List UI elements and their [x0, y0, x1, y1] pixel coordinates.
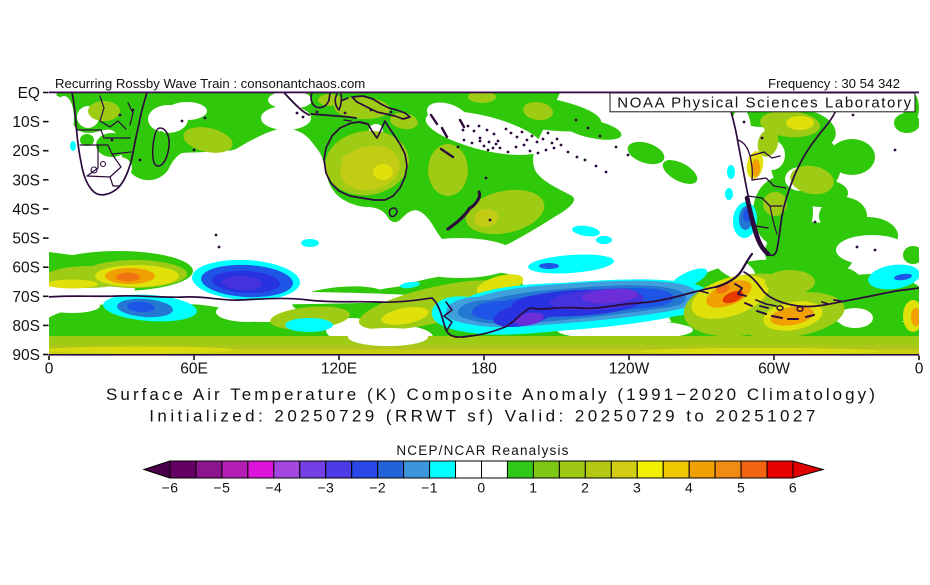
svg-text:20S: 20S [12, 143, 40, 160]
svg-text:Recurring Rossby Wave Train :: Recurring Rossby Wave Train : consonantc… [55, 76, 365, 91]
svg-text:30S: 30S [12, 172, 40, 189]
svg-text:NCEP/NCAR Reanalysis: NCEP/NCAR Reanalysis [396, 443, 569, 458]
svg-text:2: 2 [581, 480, 589, 496]
svg-text:−6: −6 [162, 480, 179, 496]
svg-text:10S: 10S [12, 114, 40, 131]
svg-text:50S: 50S [12, 231, 40, 248]
svg-text:5: 5 [737, 480, 745, 496]
svg-text:60E: 60E [180, 361, 208, 378]
svg-text:80S: 80S [12, 318, 40, 335]
svg-text:60W: 60W [758, 361, 790, 378]
svg-text:EQ: EQ [18, 85, 40, 102]
svg-text:180: 180 [471, 361, 497, 378]
svg-text:40S: 40S [12, 201, 40, 218]
svg-text:120E: 120E [321, 361, 357, 378]
svg-text:NOAA Physical Sciences Laborat: NOAA Physical Sciences Laboratory [617, 95, 912, 112]
svg-text:0: 0 [915, 361, 924, 378]
svg-text:6: 6 [789, 480, 797, 496]
svg-text:0: 0 [477, 480, 485, 496]
svg-text:70S: 70S [12, 289, 40, 306]
svg-text:Frequency : 30 54 342: Frequency : 30 54 342 [768, 76, 900, 91]
svg-text:120W: 120W [609, 361, 650, 378]
svg-text:Initialized: 20250729 (RRWT sf: Initialized: 20250729 (RRWT sf) Valid: 2… [149, 407, 818, 426]
svg-text:−4: −4 [265, 480, 282, 496]
svg-text:Surface Air Temperature (K) Co: Surface Air Temperature (K) Composite An… [106, 385, 878, 404]
svg-text:−1: −1 [421, 480, 438, 496]
svg-text:0: 0 [45, 361, 54, 378]
svg-text:60S: 60S [12, 260, 40, 277]
svg-text:−3: −3 [317, 480, 334, 496]
svg-text:−2: −2 [369, 480, 386, 496]
svg-text:4: 4 [685, 480, 693, 496]
svg-text:1: 1 [529, 480, 537, 496]
svg-text:90S: 90S [12, 347, 40, 364]
svg-text:3: 3 [633, 480, 641, 496]
svg-text:−5: −5 [213, 480, 230, 496]
